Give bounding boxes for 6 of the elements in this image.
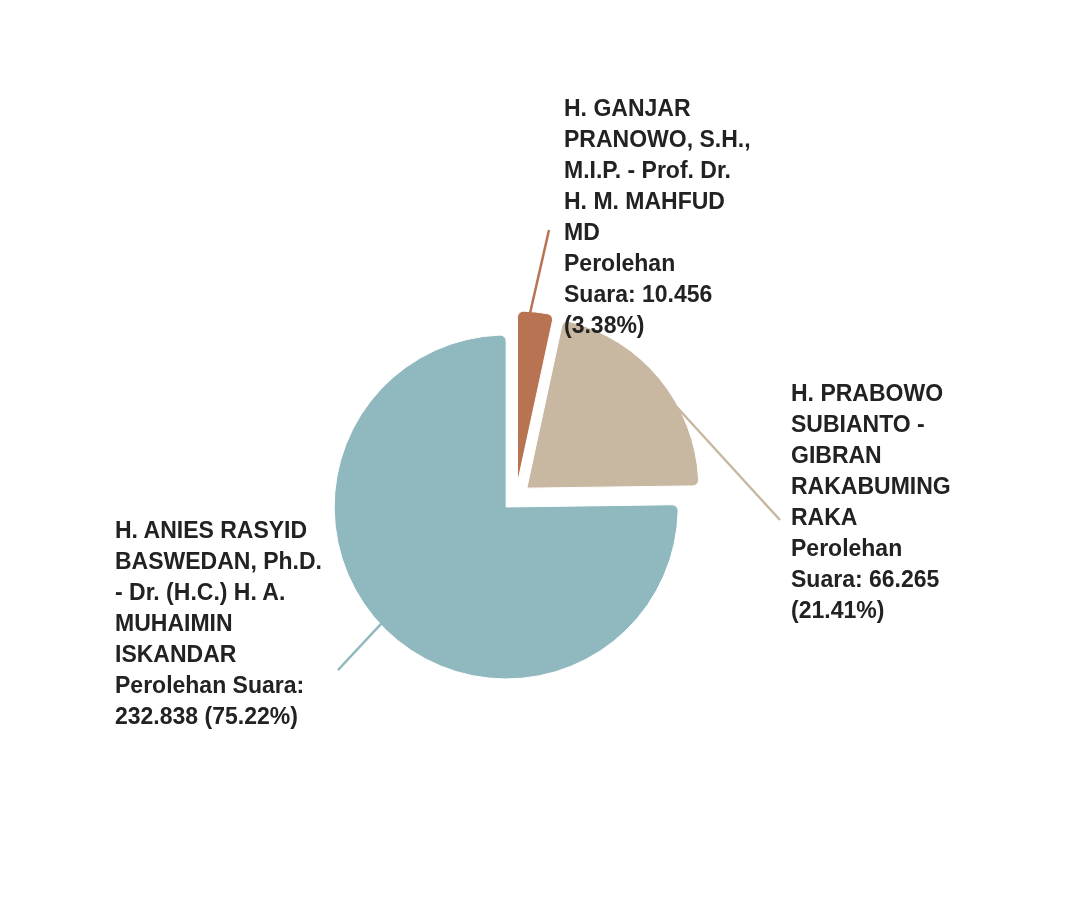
data-label: Perolehan Suara: 66.265 (21.41%): [791, 535, 940, 623]
data-label: Perolehan Suara: 10.456 (3.38%): [564, 250, 713, 338]
slice-label: H. PRABOWO SUBIANTO - GIBRAN RAKABUMING RAKA: [791, 380, 951, 530]
data-label: Perolehan Suara: 232.838 (75.22%): [115, 672, 305, 729]
slice-label: H. ANIES RASYID BASWEDAN, Ph.D. - Dr. (H.C.) H. A. MUHAIMIN ISKANDAR: [115, 517, 322, 667]
slice-label: H. GANJAR PRANOWO, S.H., M.I.P. - Prof. Dr. H. M. MAHFUD MD: [564, 95, 751, 245]
